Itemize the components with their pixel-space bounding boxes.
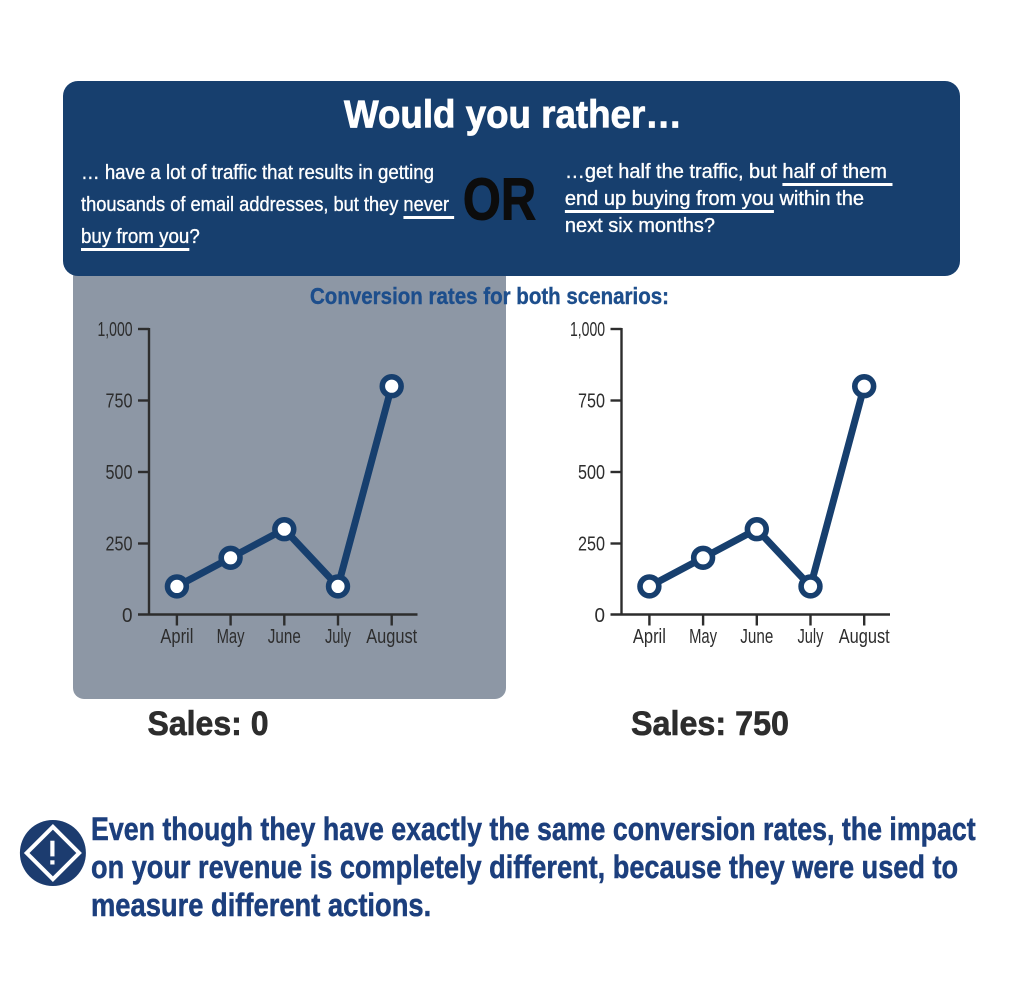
svg-text:August: August <box>366 626 417 648</box>
svg-text:June: June <box>268 626 301 648</box>
svg-text:Sales: 0: Sales: 0 <box>148 705 269 743</box>
svg-text:Conversion rates for both scen: Conversion rates for both scenarios: <box>310 283 669 309</box>
svg-text:0: 0 <box>595 605 606 627</box>
svg-text:Would you rather…: Would you rather… <box>344 94 682 137</box>
svg-text:1,000: 1,000 <box>570 319 605 341</box>
svg-text:1,000: 1,000 <box>98 319 133 341</box>
svg-text:June: June <box>740 626 773 648</box>
svg-text:OR: OR <box>463 167 536 233</box>
svg-text:0: 0 <box>122 605 133 627</box>
svg-text:750: 750 <box>578 391 605 413</box>
svg-text:250: 250 <box>578 534 605 556</box>
svg-text:April: April <box>633 626 666 648</box>
svg-text:April: April <box>160 626 193 648</box>
svg-text:July: July <box>325 626 351 648</box>
svg-text:July: July <box>798 626 824 648</box>
svg-text:250: 250 <box>106 534 133 556</box>
svg-text:May: May <box>689 626 717 648</box>
svg-text:August: August <box>839 626 890 648</box>
svg-text:750: 750 <box>106 391 133 413</box>
svg-text:Sales: 750: Sales: 750 <box>631 705 789 743</box>
svg-text:500: 500 <box>106 462 133 484</box>
svg-text:500: 500 <box>578 462 605 484</box>
svg-text:May: May <box>217 626 245 648</box>
